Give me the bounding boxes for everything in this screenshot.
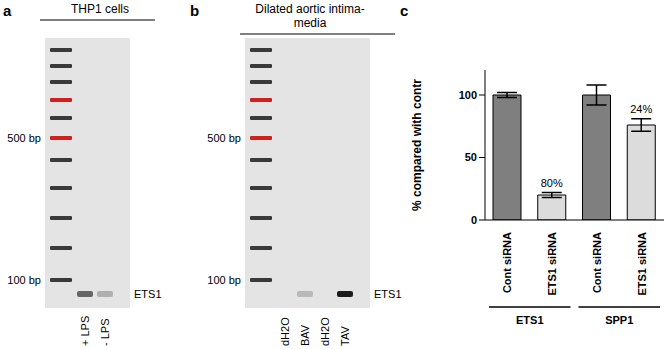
svg-text:dH2O: dH2O [279, 317, 291, 346]
html-text:Dilated aortic intima-media: Dilated aortic intima-media [255, 2, 365, 30]
svg-text:100: 100 [459, 89, 477, 101]
svg-text:500 bp: 500 bp [7, 132, 41, 144]
svg-text:+ LPS: + LPS [79, 316, 91, 346]
svg-text:ETS1: ETS1 [134, 288, 162, 300]
svg-text:ETS1: ETS1 [374, 288, 402, 300]
svg-text:dH2O: dH2O [319, 317, 331, 346]
svg-text:50: 50 [465, 151, 477, 163]
svg-text:ETS1 siRNA: ETS1 siRNA [546, 232, 558, 296]
svg-text:Cont siRNA: Cont siRNA [591, 232, 603, 293]
svg-text:% compared with contr: % compared with contr [410, 79, 424, 211]
svg-text:SPP1: SPP1 [605, 314, 633, 326]
svg-text:24%: 24% [630, 103, 652, 115]
svg-text:80%: 80% [541, 177, 563, 189]
svg-text:TAV: TAV [339, 326, 351, 346]
svg-text:- LPS: - LPS [99, 318, 111, 346]
html-text:THP1 cells: THP1 cells [71, 2, 129, 16]
svg-text:100 bp: 100 bp [207, 274, 241, 286]
svg-text:0: 0 [471, 214, 477, 226]
svg-text:ETS1 siRNA: ETS1 siRNA [636, 232, 648, 296]
html-text:a: a [3, 2, 12, 19]
svg-text:Cont siRNA: Cont siRNA [501, 232, 513, 293]
svg-text:ETS1: ETS1 [516, 314, 544, 326]
html-text:c: c [400, 2, 409, 19]
svg-text:100 bp: 100 bp [7, 274, 41, 286]
svg-text:500 bp: 500 bp [207, 132, 241, 144]
svg-text:BAV: BAV [299, 324, 311, 346]
html-text:b: b [190, 2, 200, 19]
